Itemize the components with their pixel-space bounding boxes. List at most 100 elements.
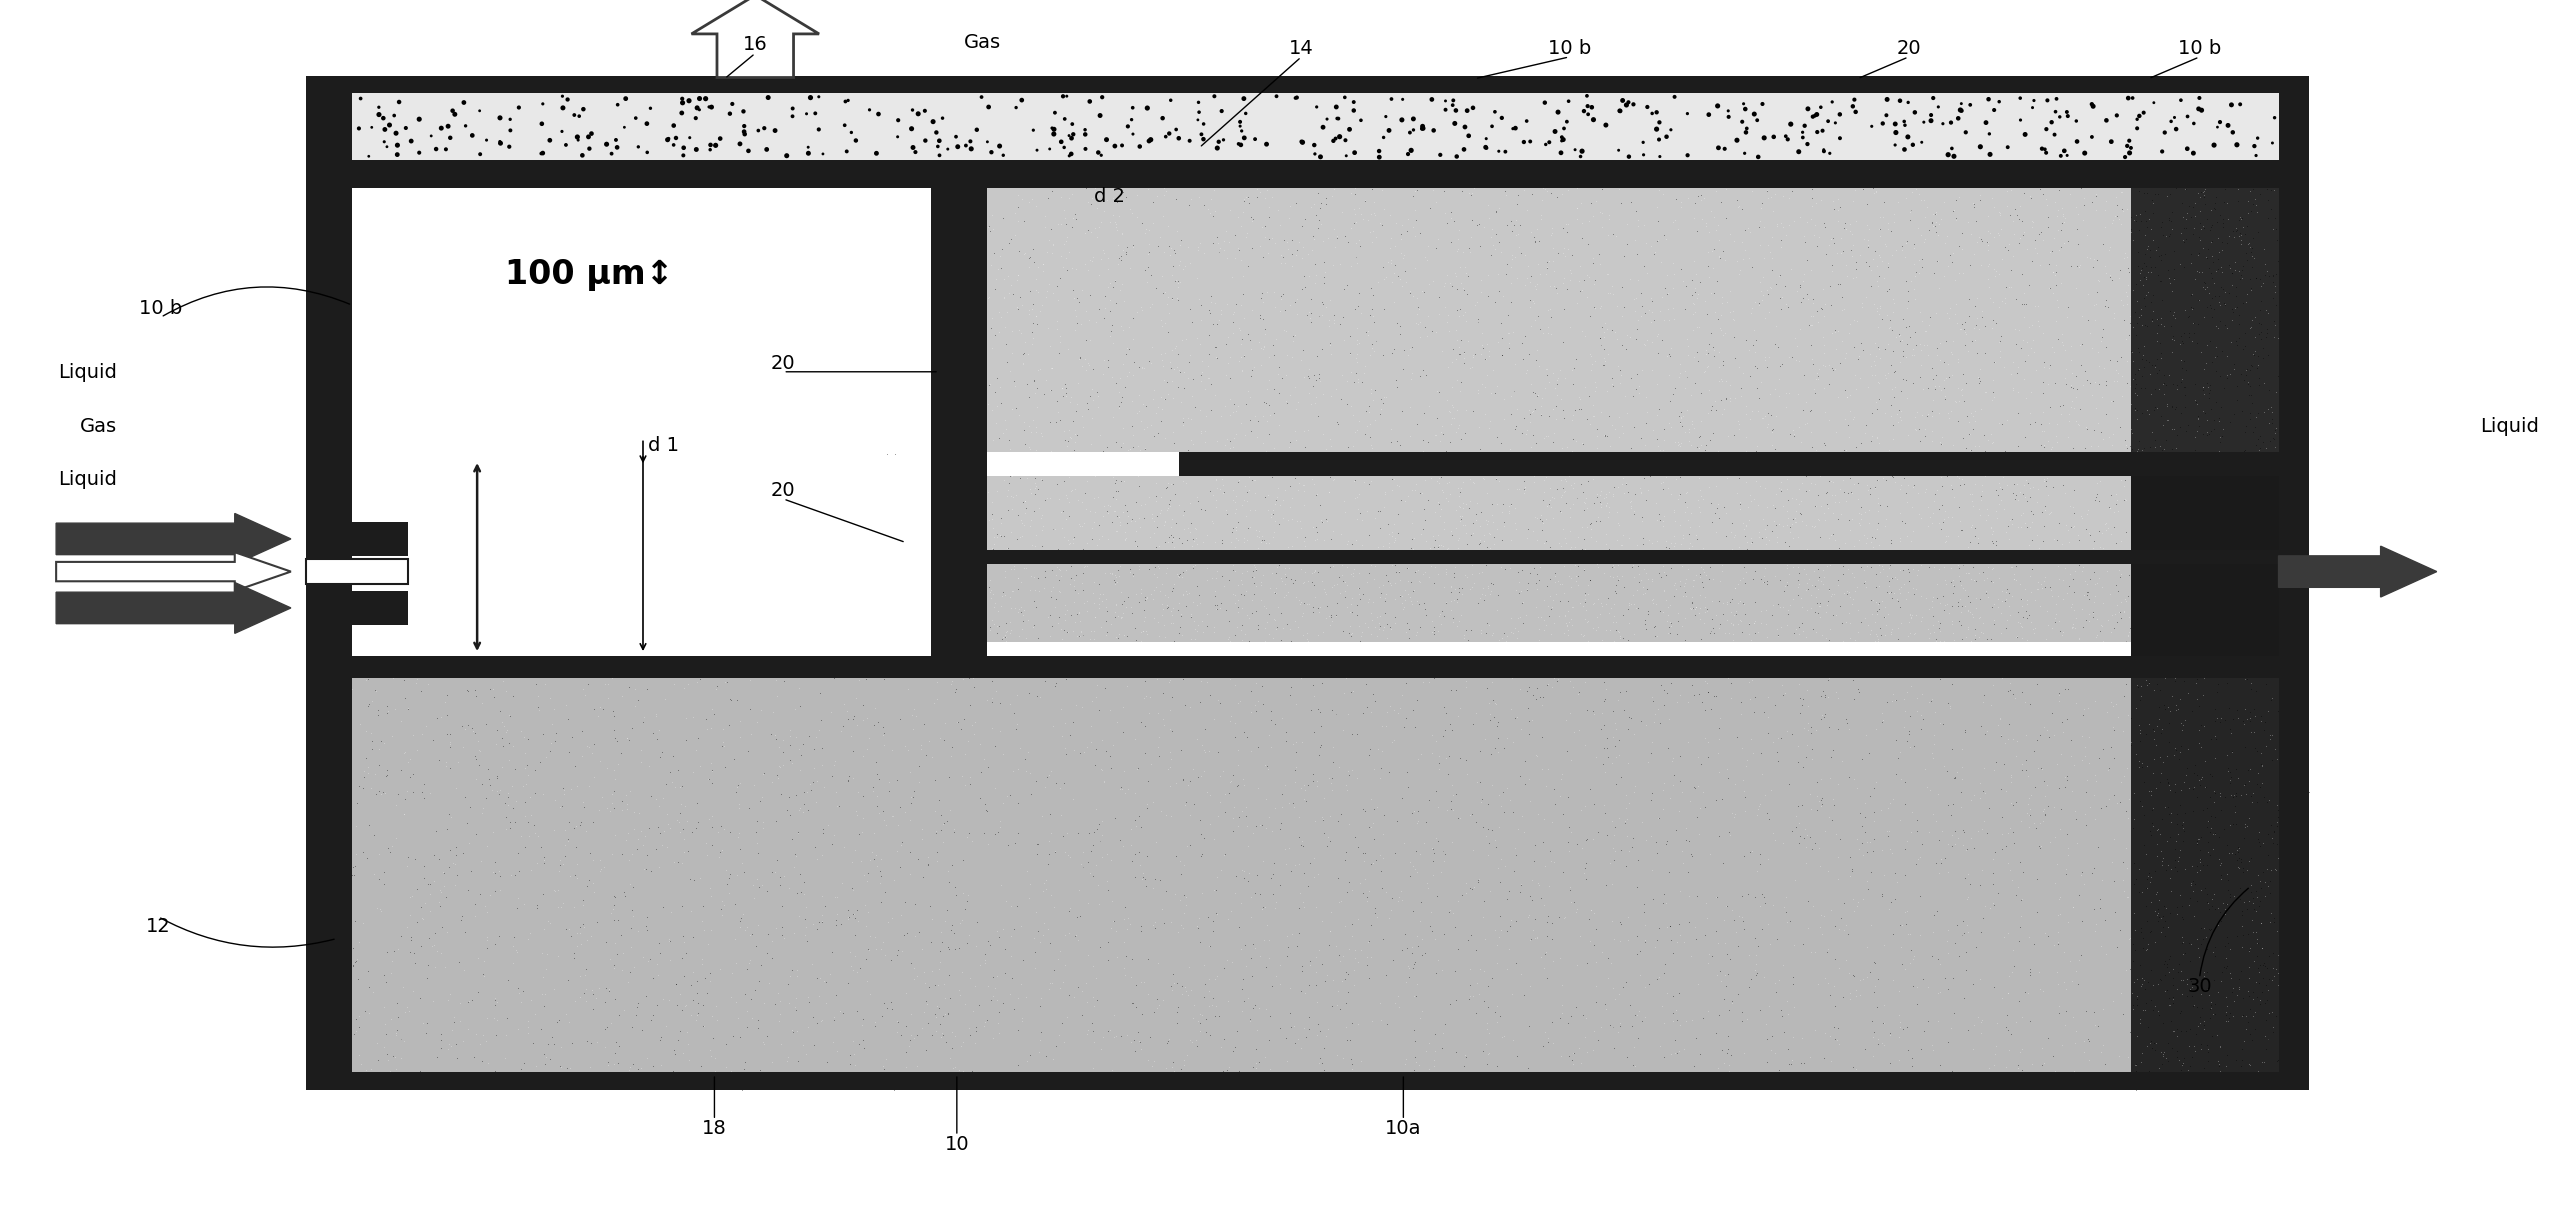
Point bbox=[1226, 188, 1267, 207]
Point bbox=[2031, 241, 2072, 260]
Point bbox=[1257, 357, 1298, 377]
Point bbox=[1421, 145, 1461, 165]
Point bbox=[2210, 258, 2251, 277]
Point bbox=[1898, 504, 1939, 523]
Point bbox=[2123, 836, 2164, 855]
Point bbox=[2215, 173, 2256, 193]
Point bbox=[1546, 469, 1587, 488]
Point bbox=[1661, 197, 1702, 217]
Point bbox=[828, 667, 869, 687]
Point bbox=[1722, 739, 1763, 758]
Point bbox=[1275, 240, 1316, 259]
Point bbox=[606, 188, 646, 207]
Point bbox=[2003, 294, 2044, 314]
Point bbox=[1055, 695, 1096, 714]
Point bbox=[1656, 1044, 1697, 1063]
Point bbox=[2105, 282, 2146, 302]
Point bbox=[1525, 945, 1566, 964]
Point bbox=[1339, 333, 1380, 352]
Point bbox=[1145, 1058, 1186, 1078]
Point bbox=[304, 218, 345, 237]
Point bbox=[1914, 906, 1955, 925]
Point bbox=[1209, 630, 1249, 649]
Point bbox=[2057, 388, 2098, 407]
Point bbox=[1622, 1078, 1663, 1097]
Point bbox=[1249, 507, 1290, 527]
Bar bbox=[307, 85, 353, 1090]
Point bbox=[1293, 229, 1334, 248]
Point bbox=[1490, 497, 1530, 516]
Point bbox=[999, 287, 1040, 306]
Point bbox=[447, 880, 488, 900]
Point bbox=[1520, 557, 1561, 576]
Point bbox=[2254, 912, 2294, 931]
Point bbox=[986, 627, 1027, 647]
Point bbox=[641, 285, 682, 304]
Point bbox=[976, 736, 1017, 756]
Point bbox=[1929, 309, 1970, 328]
Point bbox=[2256, 230, 2297, 249]
Point bbox=[1674, 304, 1714, 323]
Point bbox=[2141, 923, 2182, 942]
Point bbox=[2208, 318, 2248, 338]
Point bbox=[1776, 512, 1817, 532]
Point bbox=[1334, 827, 1375, 846]
Point bbox=[1694, 239, 1735, 258]
Point bbox=[792, 386, 833, 406]
Point bbox=[807, 1052, 848, 1072]
Point bbox=[744, 403, 784, 423]
Point bbox=[542, 171, 583, 190]
Point bbox=[1257, 557, 1298, 576]
Point bbox=[899, 385, 940, 404]
Point bbox=[2225, 365, 2266, 384]
Point bbox=[1408, 878, 1449, 897]
Point bbox=[1727, 497, 1768, 516]
Point bbox=[1891, 940, 1932, 959]
Point bbox=[465, 185, 506, 205]
Point bbox=[2141, 723, 2182, 742]
Point bbox=[2062, 306, 2103, 326]
Point bbox=[646, 1066, 687, 1085]
Point bbox=[1438, 344, 1479, 363]
Point bbox=[335, 911, 376, 930]
Point bbox=[920, 923, 961, 942]
Point bbox=[1186, 432, 1226, 452]
Point bbox=[2133, 997, 2174, 1016]
Point bbox=[475, 398, 516, 418]
Point bbox=[782, 745, 823, 764]
Point bbox=[1124, 744, 1165, 763]
Point bbox=[309, 357, 350, 377]
Point bbox=[1886, 1017, 1926, 1037]
Point bbox=[1127, 653, 1168, 672]
Point bbox=[1464, 660, 1505, 679]
Point bbox=[2156, 179, 2197, 199]
Point bbox=[1605, 811, 1645, 831]
Point bbox=[2271, 1025, 2312, 1044]
Point bbox=[1541, 143, 1582, 162]
Point bbox=[971, 693, 1012, 712]
Point bbox=[473, 679, 514, 699]
Point bbox=[848, 166, 889, 185]
Point bbox=[1564, 482, 1605, 501]
Point bbox=[1252, 854, 1293, 873]
Point bbox=[1232, 210, 1272, 229]
Point bbox=[1329, 437, 1369, 457]
Point bbox=[1392, 986, 1433, 1005]
Point bbox=[1689, 105, 1730, 125]
Point bbox=[1042, 527, 1083, 546]
Point bbox=[1980, 708, 2021, 728]
Point bbox=[1750, 384, 1791, 403]
Point bbox=[1694, 504, 1735, 523]
Point bbox=[1556, 997, 1597, 1016]
Point bbox=[1763, 685, 1804, 705]
Point bbox=[1594, 581, 1635, 601]
Point bbox=[1919, 954, 1960, 974]
Point bbox=[1676, 526, 1717, 545]
Point bbox=[1042, 972, 1083, 992]
Point bbox=[1262, 368, 1303, 388]
Point bbox=[2139, 1058, 2179, 1078]
Point bbox=[1776, 869, 1817, 889]
Point bbox=[1025, 777, 1065, 797]
Point bbox=[1260, 813, 1300, 832]
Point bbox=[1635, 454, 1676, 474]
